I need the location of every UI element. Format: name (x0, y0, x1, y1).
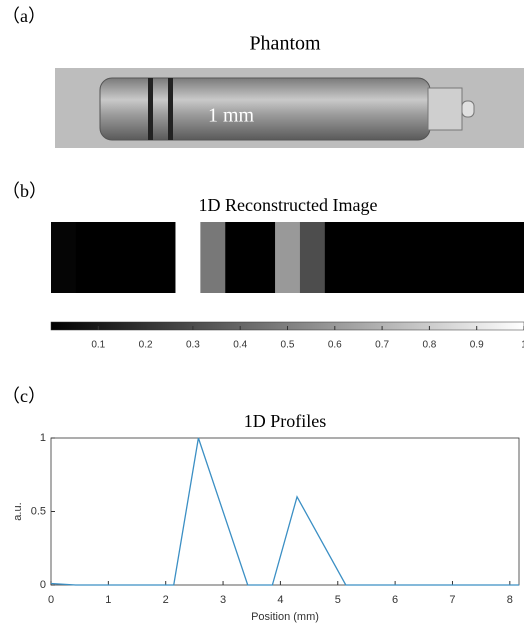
chart-title: Phantom (249, 33, 321, 55)
chart-title: 1D Reconstructed Image (199, 195, 378, 215)
colorbar-tick-label: 0.9 (470, 340, 484, 351)
phantom-photo (55, 68, 524, 148)
x-tick-label: 8 (507, 594, 513, 606)
chart-title: 1D Profiles (244, 411, 327, 431)
plot-frame (50, 437, 520, 586)
y-axis-label: a.u. (12, 502, 24, 520)
colorbar-tick-label: 0.5 (281, 340, 295, 351)
cell (51, 222, 77, 293)
y-tick-label: 0 (40, 579, 46, 591)
panel-label: （a） (2, 6, 46, 26)
panel-label: （c） (2, 386, 46, 406)
colorbar-tick-label: 0.3 (186, 340, 200, 351)
y-tick-label: 1 (40, 432, 46, 444)
cell (399, 222, 425, 293)
line-series (50, 437, 519, 586)
cell (200, 222, 226, 293)
x-tick-label: 4 (277, 594, 283, 606)
y-tick-label: 0.5 (31, 505, 46, 517)
cell (125, 222, 152, 293)
x-tick-label: 1 (105, 594, 111, 606)
cell (499, 222, 524, 293)
x-tick-label: 5 (335, 594, 341, 606)
cell (424, 222, 450, 293)
cell (275, 222, 301, 293)
x-tick-label: 3 (220, 594, 226, 606)
cell (374, 222, 401, 293)
cell (225, 222, 251, 293)
colorbar-tick-label: 0.4 (233, 340, 247, 351)
x-tick-label: 6 (392, 594, 398, 606)
panel-label: （b） (2, 181, 47, 201)
colorbar-tick-label: 0.8 (422, 340, 436, 351)
colorbar-tick-label: 0.2 (139, 340, 153, 351)
colorbar-tick-label: 0.6 (328, 340, 342, 351)
cell (75, 222, 102, 293)
cell (175, 222, 201, 293)
cell (150, 222, 176, 293)
colorbar-tick-label: 0.7 (375, 340, 389, 351)
cell (474, 222, 500, 293)
x-axis-label: Position (mm) (251, 611, 319, 623)
cell (324, 222, 351, 293)
annotation: 1 mm (208, 105, 255, 127)
colorbar-tick-label: 0.1 (91, 340, 105, 351)
cell (299, 222, 326, 293)
x-tick-label: 2 (163, 594, 169, 606)
colorbar-tick-label: 1 (521, 340, 524, 351)
cell (449, 222, 475, 293)
cell (100, 222, 127, 293)
cell (349, 222, 376, 293)
cell (250, 222, 276, 293)
x-tick-label: 0 (48, 594, 54, 606)
x-tick-label: 7 (449, 594, 455, 606)
